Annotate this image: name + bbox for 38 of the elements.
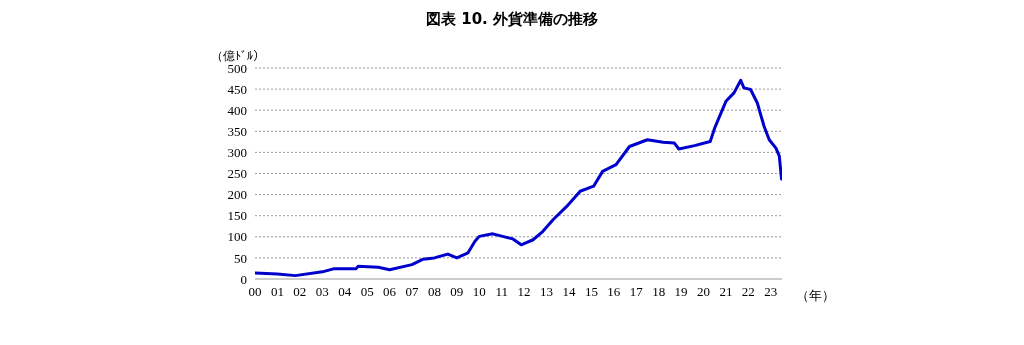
- x-tick-label: 16: [607, 284, 621, 300]
- x-tick-label: 05: [360, 284, 374, 300]
- x-tick-label: 19: [674, 284, 688, 300]
- x-tick-label: 22: [741, 284, 755, 300]
- chart-title: 図表 10. 外貨準備の推移: [425, 10, 599, 29]
- y-tick-label: 0: [240, 271, 247, 287]
- x-tick-label: 12: [517, 284, 531, 300]
- y-tick-label: 300: [227, 145, 247, 161]
- x-tick-label: 14: [562, 284, 576, 300]
- y-tick-label: 100: [227, 229, 247, 245]
- y-tick-label: 150: [227, 208, 247, 224]
- x-tick-label: 01: [270, 284, 284, 300]
- x-tick-label: 02: [293, 284, 307, 300]
- y-tick-label: 250: [227, 166, 247, 182]
- x-tick-label: 13: [540, 284, 554, 300]
- y-axis-title: （億ﾄﾞﾙ）: [211, 48, 265, 65]
- x-tick-label: 11: [495, 284, 508, 300]
- y-tick-label: 200: [227, 187, 247, 203]
- y-tick-label: 50: [234, 250, 247, 266]
- x-tick-label: 20: [697, 284, 711, 300]
- x-tick-label: 21: [719, 284, 733, 300]
- x-tick-label: 17: [629, 284, 644, 300]
- x-tick-label: 06: [383, 284, 397, 300]
- line-series: [255, 78, 782, 278]
- x-tick-label: 18: [652, 284, 666, 300]
- x-tick-label: 15: [584, 284, 598, 300]
- x-tick-label: 03: [315, 284, 329, 300]
- y-tick-label: 450: [227, 81, 247, 97]
- y-tick-label: 350: [227, 123, 247, 139]
- x-tick-label: 00: [248, 284, 262, 300]
- x-tick-label: 23: [764, 284, 778, 300]
- x-tick-label: 07: [405, 284, 419, 300]
- x-tick-label: 08: [427, 284, 441, 300]
- y-tick-label: 400: [227, 102, 247, 118]
- x-tick-label: 09: [450, 284, 464, 300]
- x-tick-label: 04: [338, 284, 352, 300]
- x-tick-label: 10: [472, 284, 486, 300]
- x-axis-title: （年）: [796, 287, 835, 305]
